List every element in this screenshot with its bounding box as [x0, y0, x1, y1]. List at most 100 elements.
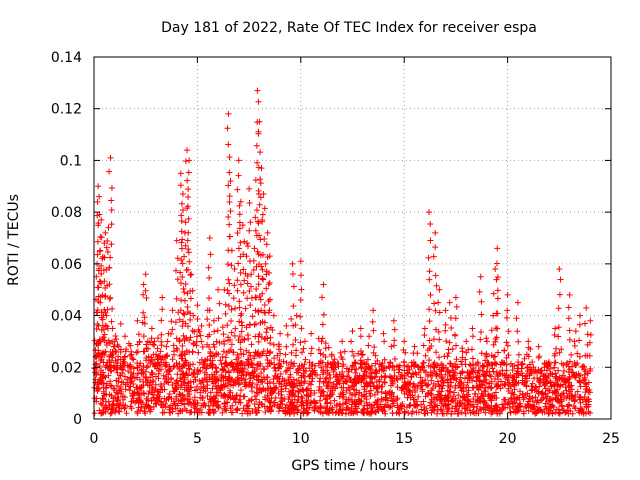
data-point: [253, 285, 260, 292]
data-point: [582, 380, 589, 387]
data-point: [465, 398, 472, 405]
data-point: [368, 362, 375, 369]
data-point: [522, 373, 529, 380]
data-point: [169, 382, 176, 389]
data-point: [186, 399, 193, 406]
data-point: [259, 350, 266, 357]
data-point: [266, 269, 273, 276]
data-point: [102, 229, 109, 236]
data-point: [523, 382, 530, 389]
data-point: [494, 325, 501, 332]
data-point: [177, 384, 184, 391]
data-point: [455, 392, 462, 399]
data-point: [171, 362, 178, 369]
data-point: [513, 395, 520, 402]
data-point: [234, 351, 241, 358]
data-point: [244, 272, 251, 279]
data-point: [229, 402, 236, 409]
data-point: [93, 395, 100, 402]
data-point: [428, 342, 435, 349]
data-point: [253, 142, 260, 149]
data-point: [125, 383, 132, 390]
data-point: [170, 398, 177, 405]
data-point: [178, 256, 185, 263]
data-point: [230, 395, 237, 402]
data-point: [329, 391, 336, 398]
data-point: [381, 408, 388, 415]
data-point: [400, 358, 407, 365]
data-point: [108, 241, 115, 248]
data-point: [312, 403, 319, 410]
data-point: [510, 391, 517, 398]
data-point: [226, 193, 233, 200]
data-point: [256, 201, 263, 208]
data-point: [343, 378, 350, 385]
data-point: [281, 377, 288, 384]
data-point: [180, 332, 187, 339]
data-point: [319, 388, 326, 395]
data-point: [424, 347, 431, 354]
data-point: [108, 383, 115, 390]
data-point: [178, 378, 185, 385]
data-point: [485, 384, 492, 391]
data-point: [259, 266, 266, 273]
data-point: [556, 349, 563, 356]
y-tick-label: 0.02: [51, 360, 82, 376]
data-point: [121, 405, 128, 412]
data-point: [95, 220, 102, 227]
data-point: [117, 320, 124, 327]
data-point: [103, 384, 110, 391]
data-point: [555, 333, 562, 340]
data-point: [442, 307, 449, 314]
data-point: [523, 377, 530, 384]
data-point: [430, 336, 437, 343]
data-point: [518, 365, 525, 372]
data-point: [317, 404, 324, 411]
data-point: [430, 380, 437, 387]
data-point: [552, 379, 559, 386]
data-point: [358, 351, 365, 358]
data-point: [551, 331, 558, 338]
data-point: [164, 352, 171, 359]
data-point: [136, 391, 143, 398]
data-point: [249, 313, 256, 320]
data-point: [497, 385, 504, 392]
data-point: [532, 384, 539, 391]
data-point: [214, 327, 221, 334]
data-point: [352, 369, 359, 376]
data-point: [419, 386, 426, 393]
data-point: [469, 384, 476, 391]
data-point: [318, 364, 325, 371]
data-point: [317, 358, 324, 365]
data-point: [438, 373, 445, 380]
data-point: [152, 381, 159, 388]
data-point: [291, 360, 298, 367]
data-point: [459, 348, 466, 355]
data-point: [426, 276, 433, 283]
data-point: [534, 375, 541, 382]
data-point: [357, 325, 364, 332]
data-point: [372, 369, 379, 376]
data-point: [154, 388, 161, 395]
data-point: [247, 375, 254, 382]
data-point: [545, 410, 552, 417]
data-point: [130, 370, 137, 377]
data-point: [424, 382, 431, 389]
data-point: [230, 349, 237, 356]
data-point: [567, 388, 574, 395]
data-point: [145, 345, 152, 352]
data-point: [158, 382, 165, 389]
data-point: [371, 402, 378, 409]
data-point: [482, 388, 489, 395]
data-point: [477, 336, 484, 343]
data-point: [104, 238, 111, 245]
y-tick-label: 0.14: [51, 50, 82, 66]
y-tick-label: 0.08: [51, 205, 82, 221]
data-point: [251, 367, 258, 374]
data-point: [207, 409, 214, 416]
data-point: [247, 381, 254, 388]
data-point: [402, 380, 409, 387]
data-point: [571, 398, 578, 405]
data-point: [442, 321, 449, 328]
